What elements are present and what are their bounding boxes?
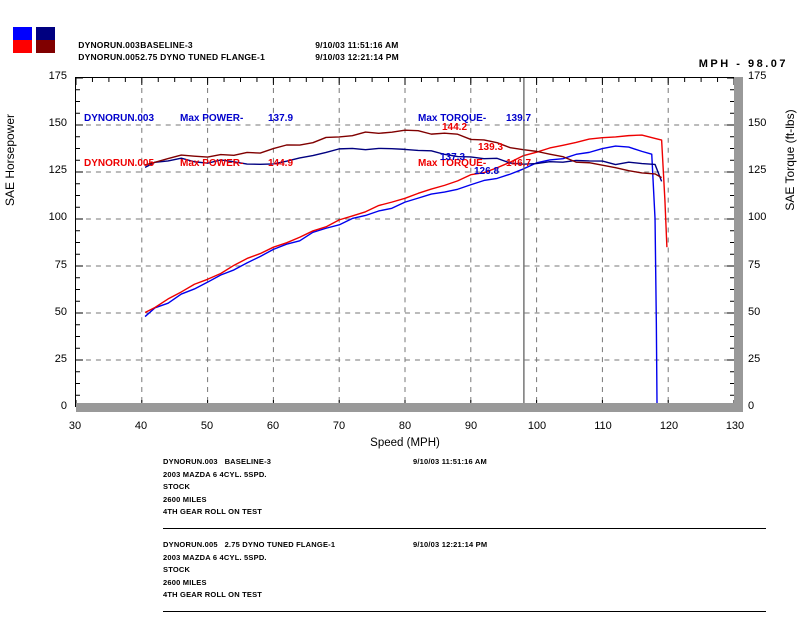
info-time-003: 9/10/03 11:51:16 AM <box>413 457 487 466</box>
y-tick-right-150: 150 <box>748 117 767 130</box>
x-tick-50: 50 <box>200 420 214 432</box>
x-tick-130: 130 <box>725 420 745 432</box>
y-tick-right-0: 0 <box>748 400 755 412</box>
y-tick-right-25: 25 <box>748 352 761 365</box>
chart-legend: DYNORUN.003 Max POWER- 137.9 Max TORQUE- 139… <box>84 81 531 201</box>
header-run-name-003: DYNORUN.003 <box>78 40 140 50</box>
legend-power-value-005: 144.9 <box>268 158 294 169</box>
series-2 <box>144 147 663 182</box>
header-run-name-005: DYNORUN.005 <box>78 52 140 62</box>
data-label-1: 139.3 <box>478 142 504 153</box>
info-title-text-003: DYNORUN.003 BASELINE-3 <box>163 457 272 466</box>
x-tick-70: 70 <box>332 420 346 432</box>
info-time-005: 9/10/03 12:21:14 PM <box>413 540 488 549</box>
info-block-003: DYNORUN.003 BASELINE-3 9/10/03 11:51:16 A… <box>163 456 487 519</box>
legend-torque-value-005: 146.7 <box>506 158 532 169</box>
y-tick-right-125: 125 <box>748 164 767 177</box>
info-line-005-2: 2600 MILES <box>163 577 207 587</box>
info-line-005-1: STOCK <box>163 565 191 574</box>
legend-name-003: DYNORUN.003 <box>84 113 155 124</box>
y-tick-left-75: 75 <box>54 258 67 271</box>
series-0 <box>144 145 658 407</box>
header-run-list: DYNORUN.003BASELINE-3 9/10/03 11:51:16 AM… <box>68 27 399 62</box>
x-tick-110: 110 <box>594 420 612 432</box>
x-tick-80: 80 <box>398 420 412 432</box>
dyno-plot[interactable]: DYNORUN.003 Max POWER- 137.9 Max TORQUE- 139… <box>75 77 735 407</box>
legend-torque-value-003: 139.7 <box>506 113 532 124</box>
legend-power-label-003: Max POWER- <box>180 113 244 124</box>
x-tick-60: 60 <box>266 420 280 432</box>
mph-cursor-readout: MPH - 98.07 <box>698 58 788 70</box>
info-title-003: DYNORUN.003 BASELINE-3 9/10/03 11:51:16 A… <box>163 456 487 469</box>
y-tick-left-175: 175 <box>48 70 67 82</box>
legend-torque-label-003: Max TORQUE- <box>418 113 487 124</box>
series-1 <box>144 134 668 314</box>
y-axis-title-left: SAE Horsepower <box>3 113 17 207</box>
y-tick-left-125: 125 <box>48 164 67 177</box>
info-line-003-0: 2003 MAZDA 6 4CYL. 5SPD. <box>163 469 267 479</box>
legend-power-label-005: Max POWER- <box>180 158 244 169</box>
x-tick-30: 30 <box>68 420 82 432</box>
legend-row-003: DYNORUN.003 Max POWER- 137.9 Max TORQUE- 139… <box>84 111 531 126</box>
plot-area[interactable]: DYNORUN.003 Max POWER- 137.9 Max TORQUE- 139… <box>75 77 735 407</box>
header-run-time-003: 9/10/03 11:51:16 AM <box>315 40 399 50</box>
legend-power-value-003: 137.9 <box>268 113 294 124</box>
header-row-003: DYNORUN.003BASELINE-3 9/10/03 11:51:16 AM <box>68 27 399 50</box>
info-line-005-3: 4TH GEAR ROLL ON TEST <box>163 590 263 599</box>
info-line-003-1: STOCK <box>163 482 191 491</box>
header-run-desc-005: 2.75 DYNO TUNED FLANGE-1 <box>140 52 266 62</box>
header-run-desc-003: BASELINE-3 <box>140 40 193 50</box>
data-label-3: 126.8 <box>474 166 500 177</box>
header-row-005: DYNORUN.0052.75 DYNO TUNED FLANGE-1 9/10/… <box>68 39 399 62</box>
y-tick-right-175: 175 <box>748 70 767 82</box>
x-axis-title: Speed (MPH) <box>370 437 440 449</box>
series-3 <box>144 129 662 179</box>
info-title-005: DYNORUN.005 2.75 DYNO TUNED FLANGE-1 9/10… <box>163 539 487 552</box>
data-label-2: 137.3 <box>440 152 466 163</box>
info-title-text-005: DYNORUN.005 2.75 DYNO TUNED FLANGE-1 <box>163 540 336 549</box>
info-line-003-2: 2600 MILES <box>163 494 207 504</box>
x-tick-120: 120 <box>659 420 679 432</box>
legend-name-005: DYNORUN.005 <box>84 158 155 169</box>
header-run-time-005: 9/10/03 12:21:14 PM <box>315 52 399 62</box>
y-tick-right-50: 50 <box>748 305 761 318</box>
horizontal-scrollbar[interactable] <box>76 403 734 412</box>
y-tick-right-75: 75 <box>748 258 761 271</box>
vertical-scrollbar[interactable] <box>734 77 743 412</box>
legend-row-005: DYNORUN.005 Max POWER- 144.9 Max TORQUE- 146… <box>84 156 531 171</box>
x-tick-100: 100 <box>527 420 547 432</box>
y-tick-left-0: 0 <box>60 400 67 412</box>
info-line-003-3: 4TH GEAR ROLL ON TEST <box>163 507 263 516</box>
legend-torque-label-005: Max TORQUE- <box>418 158 487 169</box>
info-divider-2 <box>163 611 766 612</box>
y-tick-left-150: 150 <box>48 117 67 130</box>
x-tick-90: 90 <box>464 420 478 432</box>
y-tick-right-100: 100 <box>748 211 767 224</box>
swatch-run-005 <box>36 27 55 53</box>
run-color-swatches <box>13 27 55 53</box>
info-divider-1 <box>163 528 766 529</box>
y-tick-left-100: 100 <box>48 211 67 224</box>
info-line-005-0: 2003 MAZDA 6 4CYL. 5SPD. <box>163 552 267 562</box>
y-tick-left-50: 50 <box>54 305 67 318</box>
swatch-run-003 <box>13 27 32 53</box>
x-tick-40: 40 <box>134 420 148 432</box>
data-label-0: 144.2 <box>442 122 468 133</box>
info-block-005: DYNORUN.005 2.75 DYNO TUNED FLANGE-1 9/10… <box>163 539 487 602</box>
y-tick-left-25: 25 <box>54 352 67 365</box>
